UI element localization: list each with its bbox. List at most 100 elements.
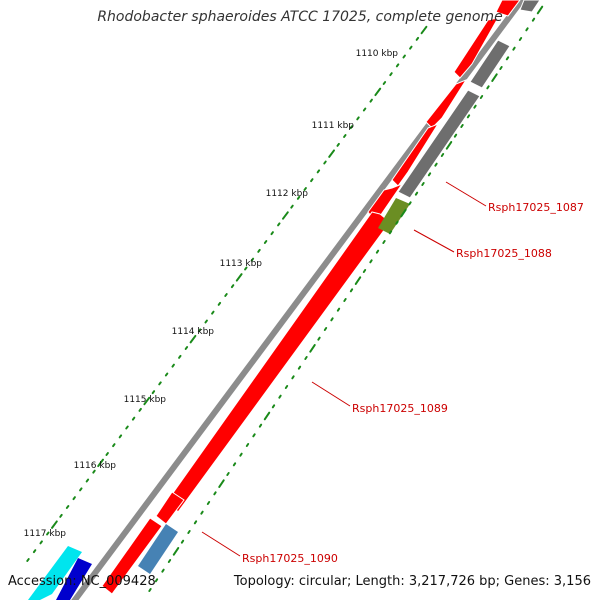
ruler-major-tick	[51, 520, 58, 529]
ruler-minor-tick	[270, 231, 274, 236]
gene-arrow-rsph17025-1088[interactable]	[378, 198, 410, 234]
ruler-major-tick	[235, 273, 243, 282]
ruler-minor-tick	[421, 182, 425, 186]
ruler-major-tick	[189, 334, 197, 344]
ruler-minor-tick	[118, 434, 123, 439]
ruler-minor-tick	[317, 336, 321, 341]
ruler-minor-tick	[154, 578, 159, 583]
gene-arrow-rsph17025-1087[interactable]	[397, 89, 481, 199]
ruler-major-tick	[491, 73, 498, 82]
gene-arrow-forward[interactable]	[453, 17, 499, 79]
ruler-minor-tick	[512, 46, 516, 51]
ruler-minor-tick	[349, 125, 354, 130]
gene-arrow-reverse[interactable]	[519, 0, 541, 13]
ruler-major-tick	[536, 5, 544, 15]
ruler-minor-tick	[427, 172, 432, 177]
ruler-minor-tick	[158, 381, 162, 386]
ruler-major-tick	[374, 87, 382, 97]
ruler-minor-tick	[402, 54, 406, 59]
ruler-label: 1117 kbp	[24, 529, 67, 539]
ruler-major-tick	[420, 25, 428, 35]
ruler-minor-tick	[224, 293, 228, 297]
gene-label-rsph17025-1087[interactable]: Rsph17025_1087	[488, 201, 584, 214]
ruler-minor-tick	[382, 240, 386, 244]
ruler-minor-tick	[291, 375, 295, 380]
ruler-minor-tick	[180, 539, 185, 544]
ruler-minor-tick	[138, 407, 142, 412]
callout-line-1088	[413, 229, 455, 253]
ruler-minor-tick	[250, 257, 255, 262]
gene-arrow-reverse[interactable]	[469, 39, 511, 89]
ruler-minor-tick	[184, 346, 189, 350]
ruler-minor-tick	[257, 248, 261, 253]
gene-arrow-forward[interactable]	[101, 517, 163, 595]
ruler-minor-tick	[239, 452, 243, 457]
ruler-minor-tick	[369, 98, 373, 103]
ruler-minor-tick	[204, 319, 208, 324]
gene-label-rsph17025-1088[interactable]: Rsph17025_1088	[456, 247, 552, 260]
ruler-minor-tick	[206, 501, 211, 505]
ruler-minor-tick	[85, 478, 90, 483]
ruler-minor-tick	[112, 443, 116, 448]
ruler-major-tick	[400, 208, 407, 218]
ruler-minor-tick	[388, 230, 393, 235]
ruler-major-tick	[328, 149, 335, 158]
gene-label-rsph17025-1089[interactable]: Rsph17025_1089	[352, 402, 448, 415]
ruler-minor-tick	[105, 452, 109, 456]
ruler-minor-tick	[161, 568, 165, 573]
gene-arrow-forward[interactable]	[425, 78, 468, 129]
ruler-minor-tick	[323, 327, 328, 331]
reverse-strand-track	[28, 0, 541, 600]
ruler-minor-tick	[92, 469, 96, 474]
callout-line-1087	[445, 181, 487, 207]
ruler-minor-tick	[296, 195, 301, 200]
ruler-minor-tick	[178, 354, 182, 359]
ruler-minor-tick	[316, 169, 321, 174]
ruler-minor-tick	[151, 390, 156, 395]
gene-arrow-forward[interactable]	[391, 122, 440, 187]
ruler-major-tick	[354, 276, 362, 285]
ruler-minor-tick	[375, 249, 380, 254]
ruler-minor-tick	[303, 187, 307, 191]
gene-arrow-cyan[interactable]	[28, 546, 82, 600]
ruler-major-tick	[282, 211, 289, 220]
ruler-minor-tick	[290, 204, 294, 209]
ruler-minor-tick	[408, 201, 412, 206]
ruler-minor-tick	[232, 462, 237, 467]
ruler-minor-tick	[125, 425, 129, 430]
ruler-minor-tick	[505, 56, 510, 61]
ruler-minor-tick	[263, 240, 268, 244]
ruler-minor-tick	[460, 124, 464, 128]
ruler-minor-tick	[167, 559, 172, 563]
ruler-minor-tick	[304, 356, 308, 360]
ruler-minor-tick	[72, 496, 76, 501]
gene-arrow-rsph17025-1090[interactable]	[138, 524, 178, 574]
ruler-minor-tick	[466, 114, 471, 119]
ruler-major-tick	[143, 396, 151, 406]
forward-strand-track	[101, 0, 521, 595]
ruler-minor-tick	[349, 288, 354, 293]
ruler-minor-tick	[271, 404, 276, 409]
gene-arrow-rsph17025-1089[interactable]	[167, 211, 391, 513]
gene-label-rsph17025-1090[interactable]: Rsph17025_1090	[242, 552, 338, 565]
ruler-minor-tick	[395, 220, 399, 225]
ruler-minor-tick	[213, 491, 217, 496]
ruler-label: 1111 kbp	[312, 121, 355, 131]
ruler-major-tick	[172, 547, 180, 556]
ruler-minor-tick	[244, 266, 248, 271]
ruler-minor-tick	[389, 72, 393, 77]
ruler-minor-tick	[525, 27, 529, 32]
gene-arrow-blue[interactable]	[56, 558, 92, 600]
ruler-minor-tick	[395, 63, 400, 68]
gene-arrow-forward[interactable]	[495, 0, 521, 17]
ruler-minor-tick	[197, 328, 202, 333]
ruler-minor-tick	[131, 416, 136, 421]
ruler-minor-tick	[164, 372, 169, 377]
ruler-minor-tick	[362, 107, 367, 112]
ruler-minor-tick	[343, 298, 347, 302]
ruler-minor-tick	[409, 45, 413, 50]
gene-callouts: Rsph17025_1087 Rsph17025_1088 Rsph17025_…	[201, 181, 584, 565]
ruler-minor-tick	[230, 284, 235, 289]
